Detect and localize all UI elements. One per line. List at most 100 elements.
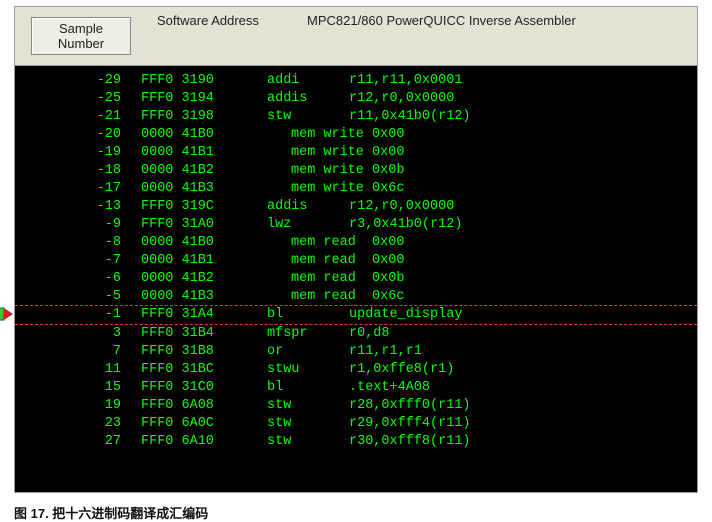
trace-row[interactable]: -80000 41B0mem read 0x00	[15, 234, 697, 252]
mnemonic: lwz	[267, 216, 349, 234]
sample-number: -6	[43, 270, 141, 288]
operands: r1,0xffe8(r1)	[349, 361, 454, 379]
memory-access: mem write 0x6c	[267, 180, 463, 198]
column-header: Sample Number Software Address MPC821/86…	[15, 7, 697, 66]
address-value: 0000 41B1	[141, 252, 267, 270]
address-value: 0000 41B1	[141, 144, 267, 162]
sample-number: -9	[43, 216, 141, 234]
sample-number: -8	[43, 234, 141, 252]
address-value: FFF0 31BC	[141, 361, 267, 379]
memory-access: mem read 0x00	[267, 252, 463, 270]
memory-access: mem write 0x0b	[267, 162, 463, 180]
trace-row[interactable]: -70000 41B1mem read 0x00	[15, 252, 697, 270]
operands: r29,0xfff4(r11)	[349, 415, 471, 433]
address-value: 0000 41B0	[141, 126, 267, 144]
sample-number: -19	[43, 144, 141, 162]
mnemonic: mfspr	[267, 325, 349, 343]
sample-number: 15	[43, 379, 141, 397]
sample-number-button[interactable]: Sample Number	[31, 17, 131, 55]
address-value: FFF0 31B8	[141, 343, 267, 361]
sample-number: -29	[43, 72, 141, 90]
mnemonic: stw	[267, 433, 349, 451]
trace-row[interactable]: 27FFF0 6A10stwr30,0xfff8(r11)	[15, 433, 697, 451]
trace-window: Sample Number Software Address MPC821/86…	[14, 6, 698, 493]
mnemonic: bl	[267, 306, 349, 324]
sample-number: -13	[43, 198, 141, 216]
address-value: FFF0 3198	[141, 108, 267, 126]
operands: r0,d8	[349, 325, 390, 343]
trace-row[interactable]: 11FFF0 31BCstwur1,0xffe8(r1)	[15, 361, 697, 379]
current-marker-icon	[0, 306, 13, 322]
sample-number: -18	[43, 162, 141, 180]
operands: r12,r0,0x0000	[349, 198, 454, 216]
trace-row[interactable]: -200000 41B0mem write 0x00	[15, 126, 697, 144]
sample-number: -5	[43, 288, 141, 306]
mnemonic: bl	[267, 379, 349, 397]
operands: update_display	[349, 306, 462, 324]
address-value: FFF0 3190	[141, 72, 267, 90]
sample-number: -1	[43, 306, 141, 324]
trace-row[interactable]: 15FFF0 31C0bl.text+4A08	[15, 379, 697, 397]
address-value: FFF0 319C	[141, 198, 267, 216]
sample-number: 7	[43, 343, 141, 361]
memory-access: mem read 0x6c	[267, 288, 463, 306]
sample-number: -20	[43, 126, 141, 144]
operands: r12,r0,0x0000	[349, 90, 454, 108]
trace-row[interactable]: -170000 41B3mem write 0x6c	[15, 180, 697, 198]
trace-row[interactable]: -50000 41B3mem read 0x6c	[15, 288, 697, 306]
address-value: 0000 41B3	[141, 288, 267, 306]
sample-number: -21	[43, 108, 141, 126]
col-header-assembler[interactable]: MPC821/860 PowerQUICC Inverse Assembler	[297, 7, 697, 65]
disassembly-listing: -29FFF0 3190addir11,r11,0x0001-25FFF0 31…	[15, 66, 697, 492]
operands: r3,0x41b0(r12)	[349, 216, 462, 234]
trace-row[interactable]: -21FFF0 3198stwr11,0x41b0(r12)	[15, 108, 697, 126]
mnemonic: addis	[267, 90, 349, 108]
trace-row[interactable]: -60000 41B2mem read 0x0b	[15, 270, 697, 288]
sample-number: 27	[43, 433, 141, 451]
trace-row[interactable]: -9FFF0 31A0lwzr3,0x41b0(r12)	[15, 216, 697, 234]
trace-row[interactable]: -180000 41B2mem write 0x0b	[15, 162, 697, 180]
mnemonic: or	[267, 343, 349, 361]
address-value: FFF0 31B4	[141, 325, 267, 343]
trace-row[interactable]: 19FFF0 6A08stwr28,0xfff0(r11)	[15, 397, 697, 415]
memory-access: mem write 0x00	[267, 126, 463, 144]
mnemonic: stw	[267, 397, 349, 415]
memory-access: mem read 0x0b	[267, 270, 463, 288]
memory-access: mem write 0x00	[267, 144, 463, 162]
trace-row[interactable]: -1FFF0 31A4blupdate_display	[15, 305, 697, 325]
mnemonic: stwu	[267, 361, 349, 379]
address-value: FFF0 6A0C	[141, 415, 267, 433]
trace-row[interactable]: -190000 41B1mem write 0x00	[15, 144, 697, 162]
memory-access: mem read 0x00	[267, 234, 463, 252]
address-value: FFF0 6A10	[141, 433, 267, 451]
trace-row[interactable]: -13FFF0 319Caddisr12,r0,0x0000	[15, 198, 697, 216]
sample-number: -17	[43, 180, 141, 198]
address-value: FFF0 6A08	[141, 397, 267, 415]
mnemonic: addis	[267, 198, 349, 216]
trace-row[interactable]: 7FFF0 31B8orr11,r1,r1	[15, 343, 697, 361]
address-value: FFF0 31C0	[141, 379, 267, 397]
address-value: 0000 41B2	[141, 270, 267, 288]
operands: .text+4A08	[349, 379, 430, 397]
operands: r11,0x41b0(r12)	[349, 108, 471, 126]
address-value: FFF0 3194	[141, 90, 267, 108]
col-header-address[interactable]: Software Address	[147, 7, 297, 65]
mnemonic: stw	[267, 415, 349, 433]
mnemonic: stw	[267, 108, 349, 126]
trace-row[interactable]: -25FFF0 3194addisr12,r0,0x0000	[15, 90, 697, 108]
sample-number: 19	[43, 397, 141, 415]
operands: r11,r11,0x0001	[349, 72, 462, 90]
trace-row[interactable]: -29FFF0 3190addir11,r11,0x0001	[15, 72, 697, 90]
sample-number: 11	[43, 361, 141, 379]
address-value: FFF0 31A4	[141, 306, 267, 324]
figure-caption: 图 17. 把十六进制码翻译成汇编码	[14, 503, 712, 522]
trace-row[interactable]: 23FFF0 6A0Cstwr29,0xfff4(r11)	[15, 415, 697, 433]
address-value: 0000 41B0	[141, 234, 267, 252]
col-header-sample[interactable]: Sample Number	[15, 7, 147, 65]
operands: r28,0xfff0(r11)	[349, 397, 471, 415]
trace-row[interactable]: 3FFF0 31B4mfsprr0,d8	[15, 325, 697, 343]
operands: r30,0xfff8(r11)	[349, 433, 471, 451]
mnemonic: addi	[267, 72, 349, 90]
sample-number: 23	[43, 415, 141, 433]
operands: r11,r1,r1	[349, 343, 422, 361]
